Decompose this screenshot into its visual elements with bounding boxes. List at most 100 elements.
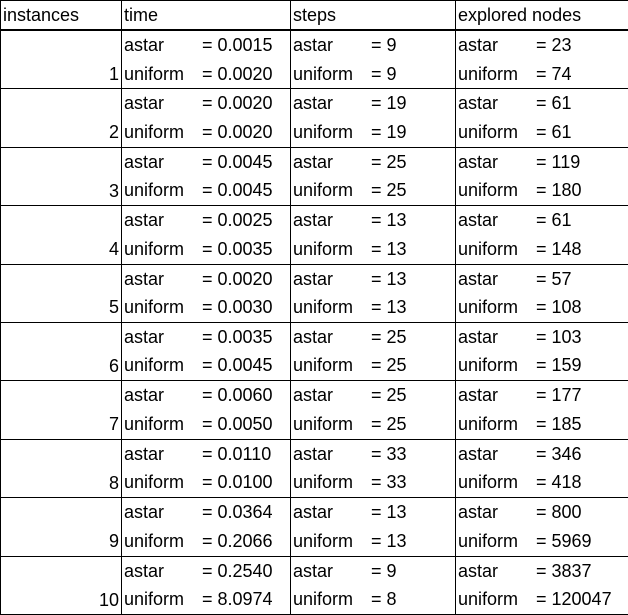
- time-astar-value: = 0.0110: [202, 443, 272, 464]
- steps-astar-line: astar = 25: [293, 323, 453, 351]
- time-astar-value: = 0.0020: [202, 268, 273, 289]
- time-uniform-line: uniform = 0.0035: [124, 235, 288, 263]
- nodes-uniform-value: = 185: [536, 413, 582, 434]
- table-row: 9 astar = 0.0364 uniform = 0.2066 astar …: [0, 497, 628, 557]
- nodes-uniform-value: = 180: [536, 180, 582, 201]
- uniform-label: uniform: [293, 530, 354, 551]
- uniform-label: uniform: [458, 413, 519, 434]
- nodes-uniform-value: = 61: [536, 121, 572, 142]
- astar-label: astar: [458, 560, 499, 581]
- explored-nodes-cell: astar = 23 uniform = 74: [455, 29, 628, 90]
- steps-uniform-line: uniform = 25: [293, 410, 453, 438]
- uniform-label: uniform: [293, 589, 354, 610]
- steps-astar-line: astar = 9: [293, 557, 453, 585]
- nodes-uniform-line: uniform = 120047: [458, 585, 626, 613]
- astar-label: astar: [293, 560, 334, 581]
- nodes-astar-value: = 23: [536, 35, 572, 55]
- uniform-label: uniform: [458, 355, 519, 376]
- steps-cell: astar = 9 uniform = 8: [290, 555, 456, 615]
- nodes-uniform-value: = 74: [536, 63, 572, 84]
- uniform-label: uniform: [293, 121, 354, 142]
- uniform-label: uniform: [458, 297, 519, 318]
- time-uniform-line: uniform = 8.0974: [124, 585, 288, 613]
- time-cell: astar = 0.0060 uniform = 0.0050: [121, 380, 291, 440]
- table-row: 1 astar = 0.0015 uniform = 0.0020 astar …: [0, 29, 628, 90]
- nodes-uniform-value: = 159: [536, 355, 582, 376]
- astar-label: astar: [293, 326, 334, 347]
- instance-number: 6: [108, 355, 119, 376]
- nodes-uniform-line: uniform = 159: [458, 351, 626, 379]
- table-row: 5 astar = 0.0020 uniform = 0.0030 astar …: [0, 263, 628, 323]
- time-astar-line: astar = 0.0020: [124, 265, 288, 293]
- steps-cell: astar = 13 uniform = 13: [290, 263, 456, 323]
- steps-uniform-line: uniform = 13: [293, 235, 453, 263]
- explored-nodes-cell: astar = 61 uniform = 61: [455, 88, 628, 148]
- uniform-label: uniform: [458, 238, 519, 259]
- nodes-uniform-line: uniform = 180: [458, 176, 626, 204]
- astar-label: astar: [458, 385, 499, 406]
- steps-uniform-value: = 25: [371, 180, 407, 201]
- nodes-uniform-value: = 5969: [536, 530, 592, 551]
- time-uniform-line: uniform = 0.0020: [124, 118, 288, 146]
- nodes-astar-line: astar = 3837: [458, 557, 626, 585]
- steps-uniform-value: = 19: [371, 121, 407, 142]
- time-uniform-value: = 0.0030: [202, 297, 273, 318]
- time-uniform-value: = 0.2066: [202, 530, 273, 551]
- astar-label: astar: [458, 35, 499, 55]
- instance-cell: 6: [0, 321, 122, 382]
- nodes-uniform-line: uniform = 148: [458, 235, 626, 263]
- nodes-uniform-line: uniform = 185: [458, 410, 626, 438]
- nodes-uniform-line: uniform = 108: [458, 293, 626, 321]
- instance-cell: 2: [0, 88, 122, 148]
- nodes-astar-line: astar = 103: [458, 323, 626, 351]
- steps-astar-value: = 25: [371, 326, 407, 347]
- astar-label: astar: [458, 210, 499, 231]
- instance-cell: 7: [0, 380, 122, 440]
- explored-nodes-cell: astar = 177 uniform = 185: [455, 380, 628, 440]
- astar-label: astar: [458, 502, 499, 523]
- steps-astar-line: astar = 25: [293, 148, 453, 176]
- time-cell: astar = 0.0110 uniform = 0.0100: [121, 438, 291, 499]
- steps-uniform-line: uniform = 25: [293, 351, 453, 379]
- steps-uniform-value: = 8: [371, 589, 397, 610]
- uniform-label: uniform: [458, 589, 519, 610]
- uniform-label: uniform: [293, 472, 354, 493]
- nodes-astar-line: astar = 61: [458, 90, 626, 118]
- uniform-label: uniform: [293, 238, 354, 259]
- instance-number: 9: [108, 531, 119, 552]
- nodes-uniform-value: = 108: [536, 297, 582, 318]
- time-astar-line: astar = 0.0364: [124, 499, 288, 527]
- astar-label: astar: [293, 35, 334, 55]
- time-uniform-line: uniform = 0.0100: [124, 468, 288, 496]
- astar-label: astar: [124, 443, 165, 464]
- steps-astar-line: astar = 13: [293, 499, 453, 527]
- steps-astar-line: astar = 13: [293, 265, 453, 293]
- steps-uniform-line: uniform = 25: [293, 176, 453, 204]
- explored-nodes-cell: astar = 346 uniform = 418: [455, 438, 628, 499]
- astar-label: astar: [124, 93, 165, 114]
- steps-uniform-value: = 33: [371, 472, 407, 493]
- explored-nodes-cell: astar = 103 uniform = 159: [455, 321, 628, 382]
- steps-astar-line: astar = 33: [293, 440, 453, 468]
- time-astar-line: astar = 0.0020: [124, 90, 288, 118]
- time-uniform-value: = 0.0045: [202, 180, 273, 201]
- instance-number: 10: [98, 589, 119, 610]
- time-astar-value: = 0.0060: [202, 385, 273, 406]
- instance-number: 5: [108, 297, 119, 318]
- uniform-label: uniform: [458, 63, 519, 84]
- nodes-uniform-line: uniform = 74: [458, 60, 626, 88]
- steps-uniform-value: = 13: [371, 297, 407, 318]
- steps-cell: astar = 25 uniform = 25: [290, 321, 456, 382]
- nodes-astar-line: astar = 119: [458, 148, 626, 176]
- steps-cell: astar = 19 uniform = 19: [290, 88, 456, 148]
- astar-label: astar: [124, 326, 165, 347]
- uniform-label: uniform: [124, 63, 185, 84]
- steps-astar-value: = 33: [371, 443, 407, 464]
- time-astar-line: astar = 0.0045: [124, 148, 288, 176]
- steps-astar-value: = 9: [371, 560, 397, 581]
- uniform-label: uniform: [458, 180, 519, 201]
- instance-number: 3: [108, 180, 119, 201]
- time-uniform-value: = 0.0020: [202, 121, 273, 142]
- time-cell: astar = 0.0020 uniform = 0.0030: [121, 263, 291, 323]
